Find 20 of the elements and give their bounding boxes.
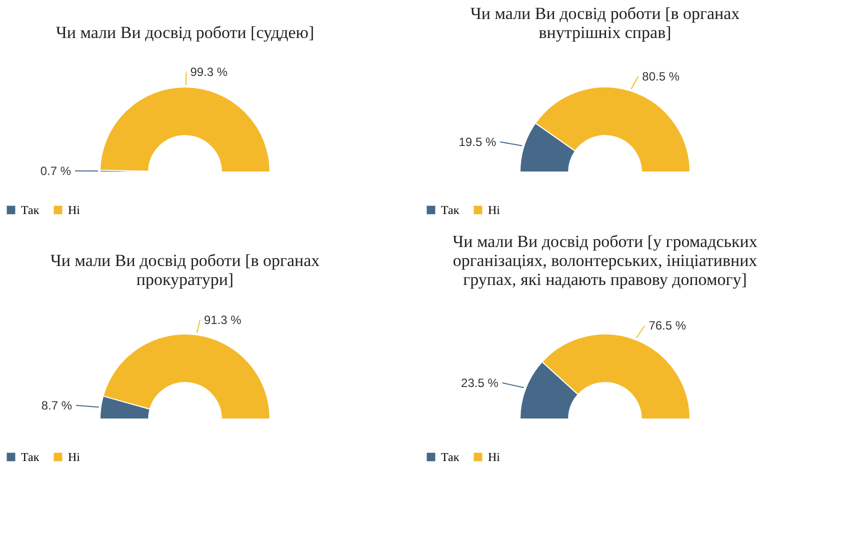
legend-label: Ні — [488, 203, 501, 217]
chart-title: Чи мали Ви досвід роботи [в органах внутрішніх справ] — [470, 4, 740, 42]
data-label: 19.5 % — [458, 134, 496, 149]
legend-label: Так — [21, 450, 40, 464]
data-label: 91.3 % — [204, 312, 242, 327]
legend-label: Ні — [68, 203, 81, 217]
data-label: 0.7 % — [40, 164, 72, 178]
legend-label: Так — [441, 203, 460, 217]
data-label: 76.5 % — [648, 318, 686, 333]
chart-title: Чи мали Ви досвід роботи [суддею] — [56, 23, 314, 42]
legend-label: Так — [21, 203, 40, 217]
data-label: 80.5 % — [642, 70, 680, 84]
data-label: 23.5 % — [461, 376, 499, 390]
chart-title: Чи мали Ви досвід роботи [у громадських організаціях, волонтерських, ініціативних групах, які надають правову допомогу] — [452, 232, 758, 289]
legend-label: Так — [441, 450, 460, 464]
data-label: 99.3 % — [190, 65, 228, 80]
chart-title: Чи мали Ви досвід роботи [в органах прокуратури] — [50, 251, 320, 289]
legend-label: Ні — [68, 450, 81, 464]
legend-label: Ні — [488, 450, 501, 464]
data-label: 8.7 % — [41, 398, 72, 412]
